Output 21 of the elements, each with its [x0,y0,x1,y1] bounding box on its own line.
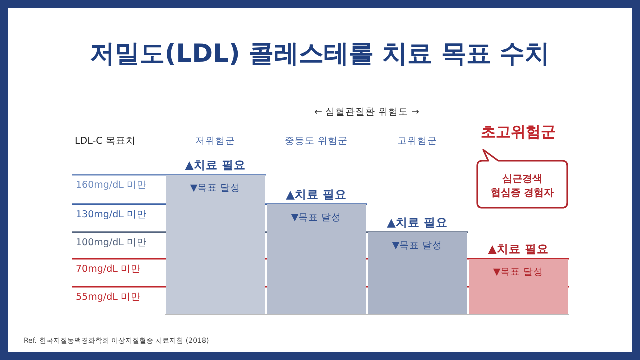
annotation: ▼목표 달성 [493,267,544,278]
annotation: ▲치료 필요 [387,215,448,230]
x-axis-title: ← 심혈관질환 위험도 → [314,107,420,118]
annotation: ▼목표 달성 [392,240,443,252]
annotation: ▲치료 필요 [185,158,246,172]
annotation: 심근경색 협심증 경험자 [490,174,554,199]
x-tick-label: 고위험군 [398,136,438,147]
annotation: ▲치료 필요 [488,242,549,256]
ref-line-label: 55mg/dL 미만 [76,292,141,303]
annotation: ▼목표 달성 [291,212,342,224]
x-tick-label: 초고위험군 [481,123,556,141]
y-axis-title: LDL-C 목표치 [75,136,136,147]
chart-title: 저밀도(LDL) 콜레스테롤 치료 목표 수치 [90,39,550,68]
annotation: ▲치료 필요 [286,187,347,202]
ref-line-label: 70mg/dL 미만 [76,264,141,275]
annotation: ▼목표 달성 [190,183,241,194]
x-tick-label: 중등도 위험군 [284,136,348,147]
ref-line-label: 160mg/dL 미만 [76,180,147,191]
x-tick-label: 저위험군 [196,136,236,147]
ref-line-label: 130mg/dL 미만 [76,209,147,220]
ref-line-label: 100mg/dL 미만 [76,237,147,248]
